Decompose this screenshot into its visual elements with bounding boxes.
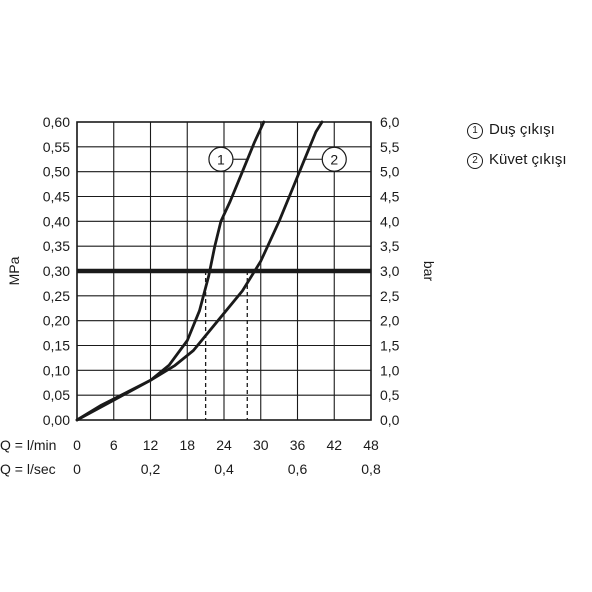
y-right-tick-label: 0,0: [380, 412, 400, 428]
callout-label-1: 1: [217, 151, 225, 167]
reference-layer: [77, 268, 371, 420]
callout-circle-1: [208, 146, 234, 172]
series-layer: [75, 120, 324, 422]
legend-label-1: Duş çıkışı: [489, 121, 555, 138]
y-left-tick-label: 0,40: [43, 213, 70, 229]
y-right-tick-label: 6,0: [380, 114, 400, 130]
y-left-tick-label: 0,30: [43, 263, 70, 279]
x-tick-label: 12: [143, 437, 159, 453]
y-left-tick-label: 0,20: [43, 313, 70, 329]
tick-labels: 0,000,050,100,150,200,250,300,350,400,45…: [0, 114, 437, 477]
x-tick-label: 0,6: [288, 461, 308, 477]
y-left-tick-label: 0,25: [43, 288, 70, 304]
x-tick-label: 0,4: [214, 461, 234, 477]
x-tick-label: 24: [216, 437, 232, 453]
x-tick-label: 0: [73, 437, 81, 453]
y-right-tick-label: 0,5: [380, 387, 400, 403]
x-tick-label: 42: [326, 437, 342, 453]
y-left-tick-label: 0,10: [43, 362, 70, 378]
y-right-tick-label: 4,5: [380, 189, 400, 205]
y-right-tick-label: 2,0: [380, 313, 400, 329]
x-row-label: Q = l/sec: [0, 461, 56, 477]
series-line-2: [75, 120, 324, 422]
x-tick-label: 30: [253, 437, 269, 453]
legend-item-1: 1 Duş çıkışı: [467, 121, 555, 139]
y-right-tick-label: 5,5: [380, 139, 400, 155]
x-tick-label: 36: [290, 437, 306, 453]
y-left-tick-label: 0,50: [43, 164, 70, 180]
y-right-tick-label: 1,0: [380, 362, 400, 378]
x-tick-label: 0: [73, 461, 81, 477]
x-tick-label: 18: [179, 437, 195, 453]
y-right-tick-label: 3,0: [380, 263, 400, 279]
y-left-tick-label: 0,15: [43, 338, 70, 354]
x-tick-label: 48: [363, 437, 379, 453]
legend-label-2: Küvet çıkışı: [489, 151, 567, 168]
y-right-axis-title: bar: [421, 261, 437, 282]
y-left-tick-label: 0,00: [43, 412, 70, 428]
y-left-tick-label: 0,60: [43, 114, 70, 130]
y-left-tick-label: 0,35: [43, 238, 70, 254]
x-tick-label: 0,8: [361, 461, 381, 477]
legend-marker-1: 1: [467, 123, 483, 139]
y-right-tick-label: 1,5: [380, 338, 400, 354]
y-left-axis-title: MPa: [6, 256, 22, 285]
y-right-tick-label: 2,5: [380, 288, 400, 304]
legend-item-2: 2 Küvet çıkışı: [467, 151, 567, 169]
x-tick-label: 0,2: [141, 461, 161, 477]
y-right-tick-label: 3,5: [380, 238, 400, 254]
x-row-label: Q = l/min: [0, 437, 56, 453]
y-right-tick-label: 4,0: [380, 213, 400, 229]
callout-circle-2: [321, 146, 347, 172]
legend-marker-2: 2: [467, 153, 483, 169]
y-right-tick-label: 5,0: [380, 164, 400, 180]
callout-label-2: 2: [330, 151, 338, 167]
y-left-tick-label: 0,45: [43, 189, 70, 205]
y-left-tick-label: 0,55: [43, 139, 70, 155]
y-left-tick-label: 0,05: [43, 387, 70, 403]
x-tick-label: 6: [110, 437, 118, 453]
